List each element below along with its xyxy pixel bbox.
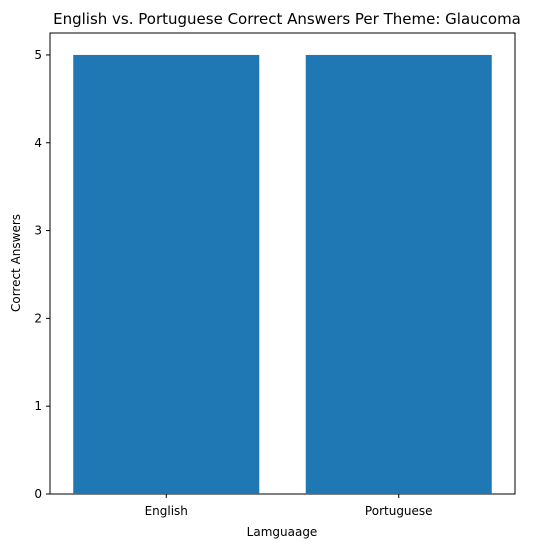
y-tick-label: 1 xyxy=(34,399,42,413)
y-tick-label: 3 xyxy=(34,224,42,238)
bar-portuguese xyxy=(305,54,492,494)
y-tick-label: 5 xyxy=(34,48,42,62)
y-tick-label: 2 xyxy=(34,311,42,325)
y-axis-label: Correct Answers xyxy=(9,214,23,312)
x-axis: English Portuguese xyxy=(145,494,433,518)
bar-english xyxy=(73,54,260,494)
plot-area xyxy=(49,32,516,495)
x-tick-label: Portuguese xyxy=(365,504,433,518)
bars-group xyxy=(73,54,492,494)
y-tick-label: 0 xyxy=(34,487,42,501)
y-axis: 0 1 2 3 4 5 xyxy=(34,48,50,501)
x-tick-label: English xyxy=(145,504,188,518)
x-axis-label: Lamguaage xyxy=(247,525,318,539)
chart-title: English vs. Portuguese Correct Answers P… xyxy=(53,10,521,28)
y-tick-label: 4 xyxy=(34,136,42,150)
